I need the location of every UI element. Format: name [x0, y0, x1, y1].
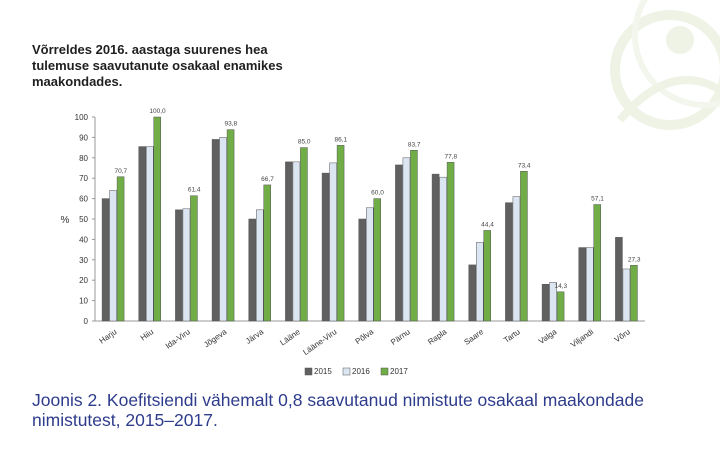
bar-2016 [109, 190, 117, 322]
category-label: Rapla [426, 327, 449, 347]
bar-2016 [146, 146, 154, 322]
data-label: 14,3 [555, 283, 568, 290]
bar-2016 [366, 207, 374, 322]
data-label: 57,1 [591, 196, 604, 203]
bar-2017 [336, 145, 345, 322]
y-tick-label: 30 [79, 256, 88, 265]
category-label: Tartu [502, 327, 522, 345]
bar-2015 [505, 202, 513, 322]
y-tick-label: 60 [79, 195, 88, 204]
data-label: 77,8 [445, 153, 458, 160]
bar-2016 [402, 157, 411, 322]
bar-2017 [226, 129, 235, 322]
category-label: Viljandi [569, 327, 595, 349]
bar-2015 [578, 247, 586, 322]
bar-2016 [512, 196, 521, 322]
bar-2015 [468, 264, 476, 322]
category-label: Jõgeva [202, 327, 229, 349]
data-label: 86,1 [335, 136, 348, 143]
bar-2017 [190, 195, 198, 322]
y-tick-label: 50 [79, 215, 88, 224]
bar-2015 [101, 198, 110, 322]
data-label: 83,7 [408, 141, 421, 148]
category-label: Ida-Viru [164, 327, 192, 350]
bar-2015 [175, 209, 183, 322]
data-label: 66,7 [261, 176, 274, 183]
bar-2017 [483, 230, 491, 322]
data-label: 61,4 [188, 187, 201, 194]
data-label: 60,0 [371, 190, 384, 197]
category-label: Võru [613, 327, 632, 344]
bar-2016 [329, 162, 337, 322]
bar-2015 [541, 284, 550, 322]
category-label: Lääne [278, 327, 302, 347]
bar-2015 [358, 218, 366, 322]
data-label: 85,0 [298, 139, 311, 146]
bar-2015 [321, 172, 330, 322]
figure-caption: Joonis 2. Koefitsiendi vähemalt 0,8 saav… [32, 390, 702, 430]
category-label: Pärnu [389, 327, 412, 347]
category-label: Saare [462, 327, 485, 347]
bar-2015 [248, 218, 256, 322]
bar-2016 [439, 176, 447, 322]
category-label: Järva [244, 327, 266, 346]
y-tick-label: 90 [79, 133, 88, 142]
bar-2016 [219, 137, 227, 322]
data-label: 100,0 [149, 108, 166, 115]
bar-2016 [182, 208, 191, 322]
category-label: Valga [537, 327, 559, 346]
bar-2015 [211, 139, 220, 322]
data-label: 44,4 [481, 221, 494, 228]
legend-label: 2017 [390, 367, 408, 376]
bar-2016 [586, 247, 594, 322]
y-tick-label: 0 [84, 317, 89, 326]
bar-2017 [446, 162, 455, 322]
category-label: Harju [98, 327, 119, 345]
bar-2017 [263, 184, 271, 322]
decorative-swirl-graphic [610, 0, 720, 130]
caption-prefix: Joonis 2. [32, 390, 103, 410]
bar-2015 [615, 237, 623, 322]
bar-2017 [300, 147, 308, 322]
bar-2017 [593, 204, 601, 322]
bar-2016 [622, 268, 631, 322]
bar-2016 [549, 281, 557, 322]
bar-2017 [153, 116, 161, 322]
legend-label: 2016 [352, 367, 370, 376]
legend-swatch-2017 [380, 367, 389, 376]
legend-label: 2015 [314, 367, 332, 376]
y-tick-label: 10 [79, 297, 88, 306]
y-tick-label: 100 [75, 113, 89, 122]
bar-2015 [431, 173, 440, 322]
bar-2015 [395, 164, 403, 322]
y-tick-label: 80 [79, 154, 88, 163]
legend-swatch-2016 [342, 367, 351, 376]
caption-text: Koefitsiendi vähemalt 0,8 saavutanud nim… [32, 390, 644, 430]
y-tick-label: 40 [79, 235, 88, 244]
bar-2017 [556, 291, 565, 322]
bar-2017 [520, 171, 528, 322]
y-axis-label: % [61, 215, 70, 226]
bar-2017 [630, 265, 638, 322]
data-label: 93,8 [225, 121, 238, 128]
category-label: Hiiu [139, 327, 155, 342]
bar-chart: 0 10 20 30 40 50 60 70 80 90 100% 70,7 Harju 100,0 Hii… [61, 108, 645, 376]
data-label: 27,3 [628, 256, 641, 263]
y-tick-label: 20 [79, 276, 88, 285]
bar-2016 [256, 209, 264, 322]
data-label: 70,7 [115, 168, 128, 175]
category-label: Lääne-Viru [301, 327, 338, 357]
bar-2015 [285, 161, 293, 322]
bar-2015 [138, 146, 146, 322]
bar-2017 [373, 198, 381, 322]
legend-swatch-2015 [304, 367, 313, 376]
bar-2017 [116, 176, 125, 322]
bar-2017 [410, 150, 418, 322]
y-tick-label: 70 [79, 174, 88, 183]
headline: Võrreldes 2016. aastaga suurenes hea tul… [32, 42, 283, 89]
category-label: Põlva [354, 327, 376, 346]
bar-2016 [476, 242, 484, 322]
data-label: 73,4 [518, 162, 531, 169]
bar-2016 [292, 161, 301, 322]
